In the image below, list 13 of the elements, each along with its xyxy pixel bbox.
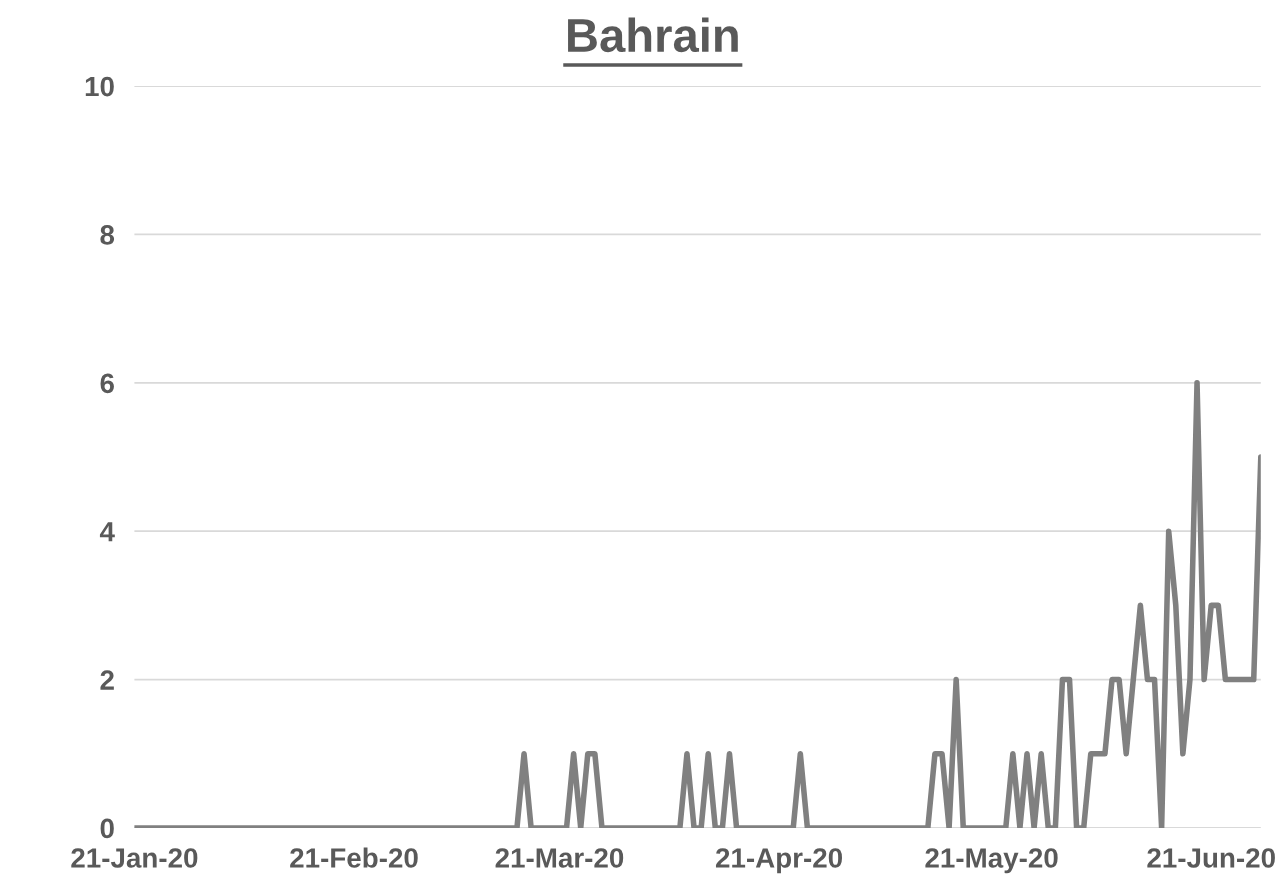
x-tick-label: 21-Jan-20 — [71, 848, 198, 868]
x-tick-label: 21-Mar-20 — [495, 848, 624, 868]
x-tick-label: 21-Jun-20 — [1147, 848, 1275, 868]
y-tick-label: 6 — [100, 373, 114, 394]
y-tick-label: 10 — [85, 76, 114, 97]
x-tick-label: 21-Apr-20 — [715, 848, 842, 874]
x-tick-label: 21-Feb-20 — [290, 847, 418, 868]
y-tick-label: 2 — [100, 670, 114, 690]
y-tick-label: 8 — [100, 225, 115, 245]
y-tick-label: 4 — [99, 522, 115, 542]
x-tick-label: 21-May-20 — [925, 848, 1058, 874]
y-tick-label: 0 — [100, 818, 114, 839]
chart-title: Bahrain — [568, 17, 738, 53]
